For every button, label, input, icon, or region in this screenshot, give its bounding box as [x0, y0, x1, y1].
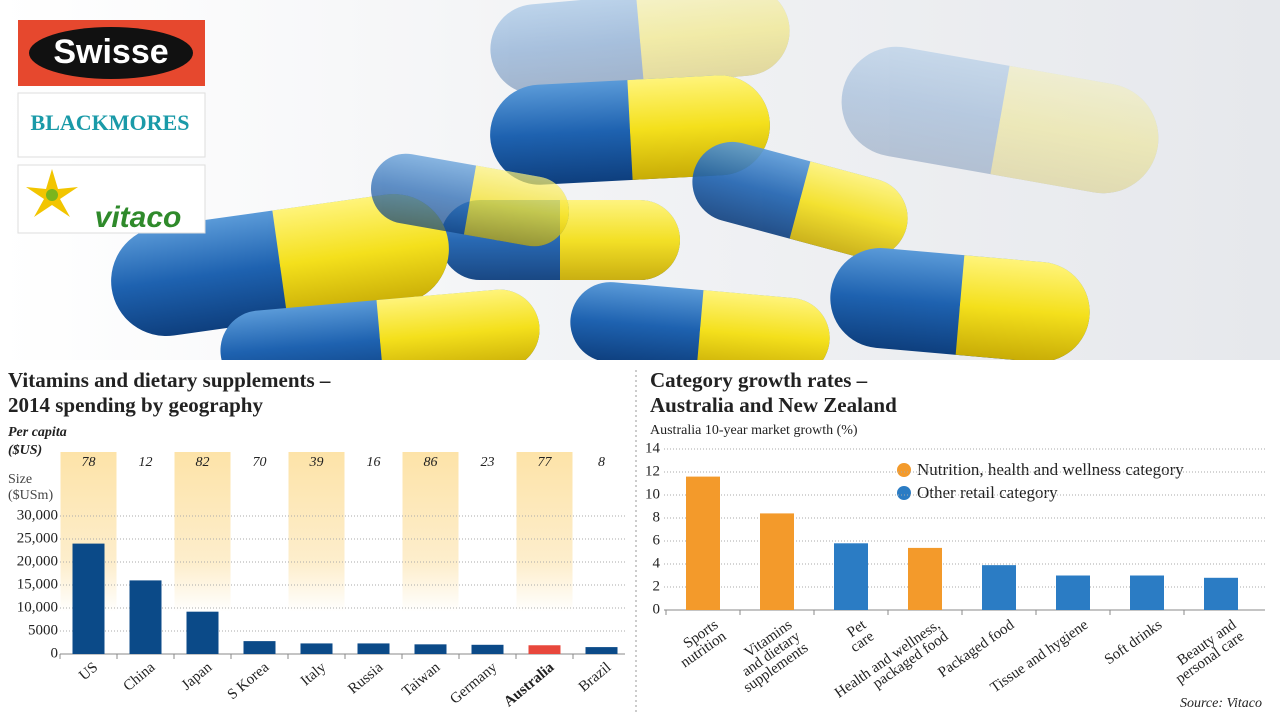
per-capita-value: 78 [82, 455, 96, 470]
bar [300, 643, 333, 654]
bar [760, 513, 794, 610]
capsule-yellow-join [636, 0, 689, 85]
capsule-yellow-join [955, 255, 1015, 360]
per-capita-band [402, 452, 459, 612]
bar [834, 543, 868, 610]
y-tick-label: 5000 [28, 622, 58, 638]
bar [357, 643, 390, 654]
per-capita-label: ($US) [8, 443, 42, 458]
capsule-yellow-join [376, 296, 424, 360]
capsule-yellow-join [463, 165, 511, 241]
legend-label: Nutrition, health and wellness category [917, 460, 1184, 479]
per-capita-value: 23 [481, 455, 495, 470]
chart-title: Category growth rates – [650, 368, 868, 392]
y-tick-label: 30,000 [17, 507, 58, 523]
capsule-yellow-join [272, 202, 343, 320]
per-capita-value: 82 [196, 455, 210, 470]
per-capita-band [288, 452, 345, 612]
bar [471, 644, 504, 654]
logos: Swisse BLACKMORES vitaco [17, 20, 206, 234]
x-tick-label: Japan [179, 659, 216, 694]
per-capita-value: 86 [424, 455, 438, 470]
per-capita-value: 70 [253, 455, 267, 470]
per-capita-band [174, 452, 231, 612]
x-tick-label: Brazil [576, 659, 614, 695]
per-capita-value: 39 [309, 455, 324, 470]
bar [186, 611, 219, 654]
chart-title: 2014 spending by geography [8, 393, 263, 417]
chart-title: Australia and New Zealand [650, 393, 897, 417]
legend-swatch [897, 463, 911, 477]
y-tick-label: 20,000 [17, 553, 58, 569]
logo-blackmores: BLACKMORES [31, 110, 190, 135]
logo-swisse: Swisse [53, 33, 168, 71]
bar [1130, 575, 1164, 610]
y-axis-label: ($USm) [8, 488, 53, 503]
per-capita-value: 16 [367, 455, 381, 470]
vitaco-flower [26, 169, 78, 217]
y-tick-label: 8 [653, 509, 661, 525]
capsule [370, 153, 570, 247]
y-tick-label: 4 [653, 555, 661, 571]
y-tick-label: 0 [653, 601, 661, 617]
y-tick-label: 15,000 [17, 576, 58, 592]
capsule-yellow-join [990, 65, 1064, 184]
legend-label: Other retail category [917, 483, 1058, 502]
y-tick-label: 25,000 [17, 530, 58, 546]
x-tick-label: Russia [345, 659, 386, 697]
bar [72, 543, 105, 654]
legend-swatch [897, 486, 911, 500]
per-capita-value: 12 [139, 455, 153, 470]
bar [129, 580, 162, 654]
y-axis-label: Australia 10-year market growth (%) [650, 423, 858, 438]
capsule [220, 289, 540, 360]
pill-photo [111, 0, 1159, 360]
blackmores-box [17, 92, 206, 158]
per-capita-label: Per capita [8, 425, 67, 440]
y-axis-label: Size [8, 472, 32, 487]
bar [585, 647, 618, 654]
capsule [490, 0, 790, 95]
bar [1204, 577, 1238, 610]
bar [1056, 575, 1090, 610]
bar [686, 476, 720, 610]
swisse-oval [29, 27, 193, 79]
chart-title: Vitamins and dietary supplements – [8, 368, 331, 392]
y-tick-label: 10,000 [17, 599, 58, 615]
x-tick-label: Australia [501, 659, 558, 710]
y-tick-label: 0 [51, 645, 59, 661]
bar [982, 565, 1016, 610]
y-tick-label: 14 [645, 440, 661, 456]
per-capita-band [516, 452, 573, 612]
capsule [841, 46, 1159, 194]
capsule [830, 248, 1090, 360]
x-tick-label: Taiwan [399, 659, 443, 700]
capsule-yellow-join [696, 290, 744, 360]
capsule [692, 141, 908, 259]
x-tick-label: Soft drinks [1102, 617, 1166, 668]
per-capita-value: 8 [598, 455, 605, 470]
x-tick-label: Italy [298, 659, 330, 689]
logo-vitaco: vitaco [95, 201, 182, 234]
y-tick-label: 2 [653, 578, 661, 594]
capsule-yellow-join [627, 77, 683, 180]
bar [243, 641, 276, 654]
capsule [570, 282, 830, 360]
y-tick-label: 6 [653, 532, 661, 548]
x-tick-label: S Korea [225, 659, 273, 703]
source: Source: Vitaco [1180, 696, 1262, 711]
bar [908, 547, 942, 610]
x-tick-label: Germany [447, 659, 500, 707]
bar [528, 645, 561, 654]
bar [414, 644, 447, 654]
x-tick-label: China [121, 659, 159, 695]
y-tick-label: 10 [645, 486, 660, 502]
x-tick-label: US [76, 659, 101, 684]
y-tick-label: 12 [645, 463, 660, 479]
per-capita-value: 77 [538, 455, 553, 470]
